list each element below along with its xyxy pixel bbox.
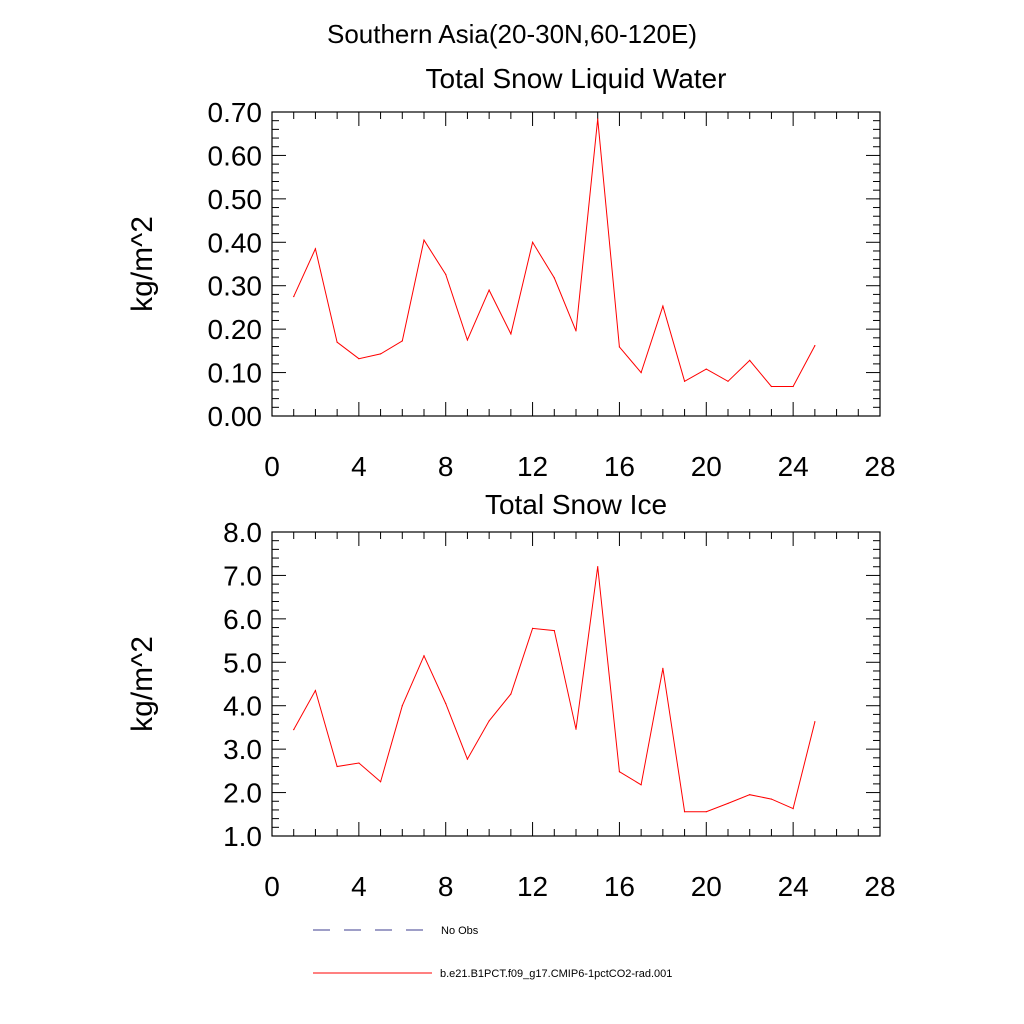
x-tick-label: 8 [438, 871, 454, 902]
y-tick-label: 0.00 [208, 401, 263, 432]
data-point [640, 784, 642, 786]
chart-title: Total Snow Liquid Water [426, 63, 727, 94]
y-tick-label: 0.30 [208, 271, 263, 302]
x-tick-label: 16 [604, 871, 635, 902]
data-point [770, 385, 773, 388]
data-point [336, 765, 338, 768]
data-point [336, 341, 338, 343]
data-point [814, 345, 816, 347]
data-point [445, 273, 447, 276]
y-tick-label: 0.10 [208, 358, 263, 389]
y-tick-label: 0.70 [208, 97, 263, 128]
data-point [358, 358, 360, 360]
chart-title: Total Snow Ice [485, 489, 667, 520]
data-point [553, 629, 555, 632]
data-point [314, 248, 317, 250]
data-point [618, 771, 621, 773]
figure-suptitle: Southern Asia(20-30N,60-120E) [327, 19, 697, 49]
y-tick-label: 0.60 [208, 140, 263, 171]
x-tick-label: 28 [864, 871, 895, 902]
data-point [488, 289, 490, 291]
data-point [293, 295, 295, 298]
data-point [618, 346, 621, 348]
data-point [814, 721, 816, 723]
data-point [423, 655, 425, 657]
data-point [466, 758, 469, 760]
data-point [293, 729, 295, 731]
data-point [401, 705, 403, 707]
y-tick-label: 5.0 [223, 647, 262, 678]
y-tick-label: 3.0 [223, 734, 262, 765]
y-tick-label: 0.40 [208, 227, 263, 258]
data-point [792, 385, 794, 388]
data-point [488, 720, 490, 722]
data-point [379, 781, 382, 783]
legend-label: No Obs [441, 925, 479, 937]
data-point [510, 693, 512, 695]
y-axis-label: kg/m^2 [126, 216, 159, 312]
plot-frame [271, 111, 881, 417]
chart-panel-1: Total Snow Liquid Water kg/m^2 0 4 8 12 16 20 24… [126, 63, 896, 482]
x-tick-label: 12 [517, 871, 548, 902]
data-point [727, 380, 729, 382]
data-point [575, 330, 577, 332]
data-point [683, 380, 686, 382]
y-tick-label: 6.0 [223, 604, 262, 635]
y-tick-label: 8.0 [223, 517, 262, 548]
x-tick-label: 12 [517, 451, 548, 482]
data-point [597, 566, 599, 568]
x-tick-label: 20 [691, 871, 722, 902]
x-tick-label: 16 [604, 451, 635, 482]
data-point [705, 811, 707, 813]
data-point [314, 689, 317, 692]
data-point [597, 118, 599, 120]
legend-label: b.e21.B1PCT.f09_g17.CMIP6-1pctCO2-rad.00… [440, 968, 672, 980]
y-tick-label: 2.0 [223, 778, 262, 809]
y-tick-label: 7.0 [223, 560, 262, 591]
series-line [293, 118, 816, 387]
x-tick-label: 0 [264, 451, 280, 482]
data-point [466, 339, 469, 341]
data-point [727, 802, 729, 805]
data-point [553, 277, 555, 279]
x-tick-label: 20 [691, 451, 722, 482]
data-point [705, 368, 707, 370]
data-point [683, 811, 686, 813]
y-tick-label: 0.50 [208, 184, 263, 215]
plot-frame [271, 531, 881, 837]
data-point [358, 762, 360, 764]
x-tick-label: 24 [778, 451, 809, 482]
legend: No Obs b.e21.B1PCT.f09_g17.CMIP6-1pctCO2-… [313, 925, 672, 980]
data-point [510, 333, 512, 335]
series-line [293, 566, 816, 813]
x-tick-label: 0 [264, 871, 280, 902]
x-tick-label: 8 [438, 451, 454, 482]
data-point [423, 239, 425, 241]
data-point [640, 371, 642, 374]
y-axis-label: kg/m^2 [126, 636, 159, 732]
data-point [792, 808, 794, 810]
x-tick-label: 24 [778, 871, 809, 902]
data-point [531, 627, 534, 630]
data-point [401, 340, 403, 342]
x-tick-label: 4 [351, 451, 367, 482]
y-tick-label: 4.0 [223, 691, 262, 722]
y-tick-label: 0.20 [208, 314, 263, 345]
chart-panel-2: Total Snow Ice kg/m^2 0 4 8 12 16 20 24 28 1.0 2.0 3… [126, 489, 896, 902]
data-point [662, 667, 664, 669]
y-tick-label: 1.0 [223, 821, 262, 852]
data-point [749, 794, 751, 796]
data-point [662, 305, 664, 307]
data-point [445, 702, 447, 705]
data-point [749, 359, 751, 362]
data-point [575, 728, 577, 730]
data-point [379, 353, 382, 355]
x-tick-label: 4 [351, 871, 367, 902]
data-point [531, 241, 534, 243]
x-tick-label: 28 [864, 451, 895, 482]
data-point [770, 798, 773, 800]
